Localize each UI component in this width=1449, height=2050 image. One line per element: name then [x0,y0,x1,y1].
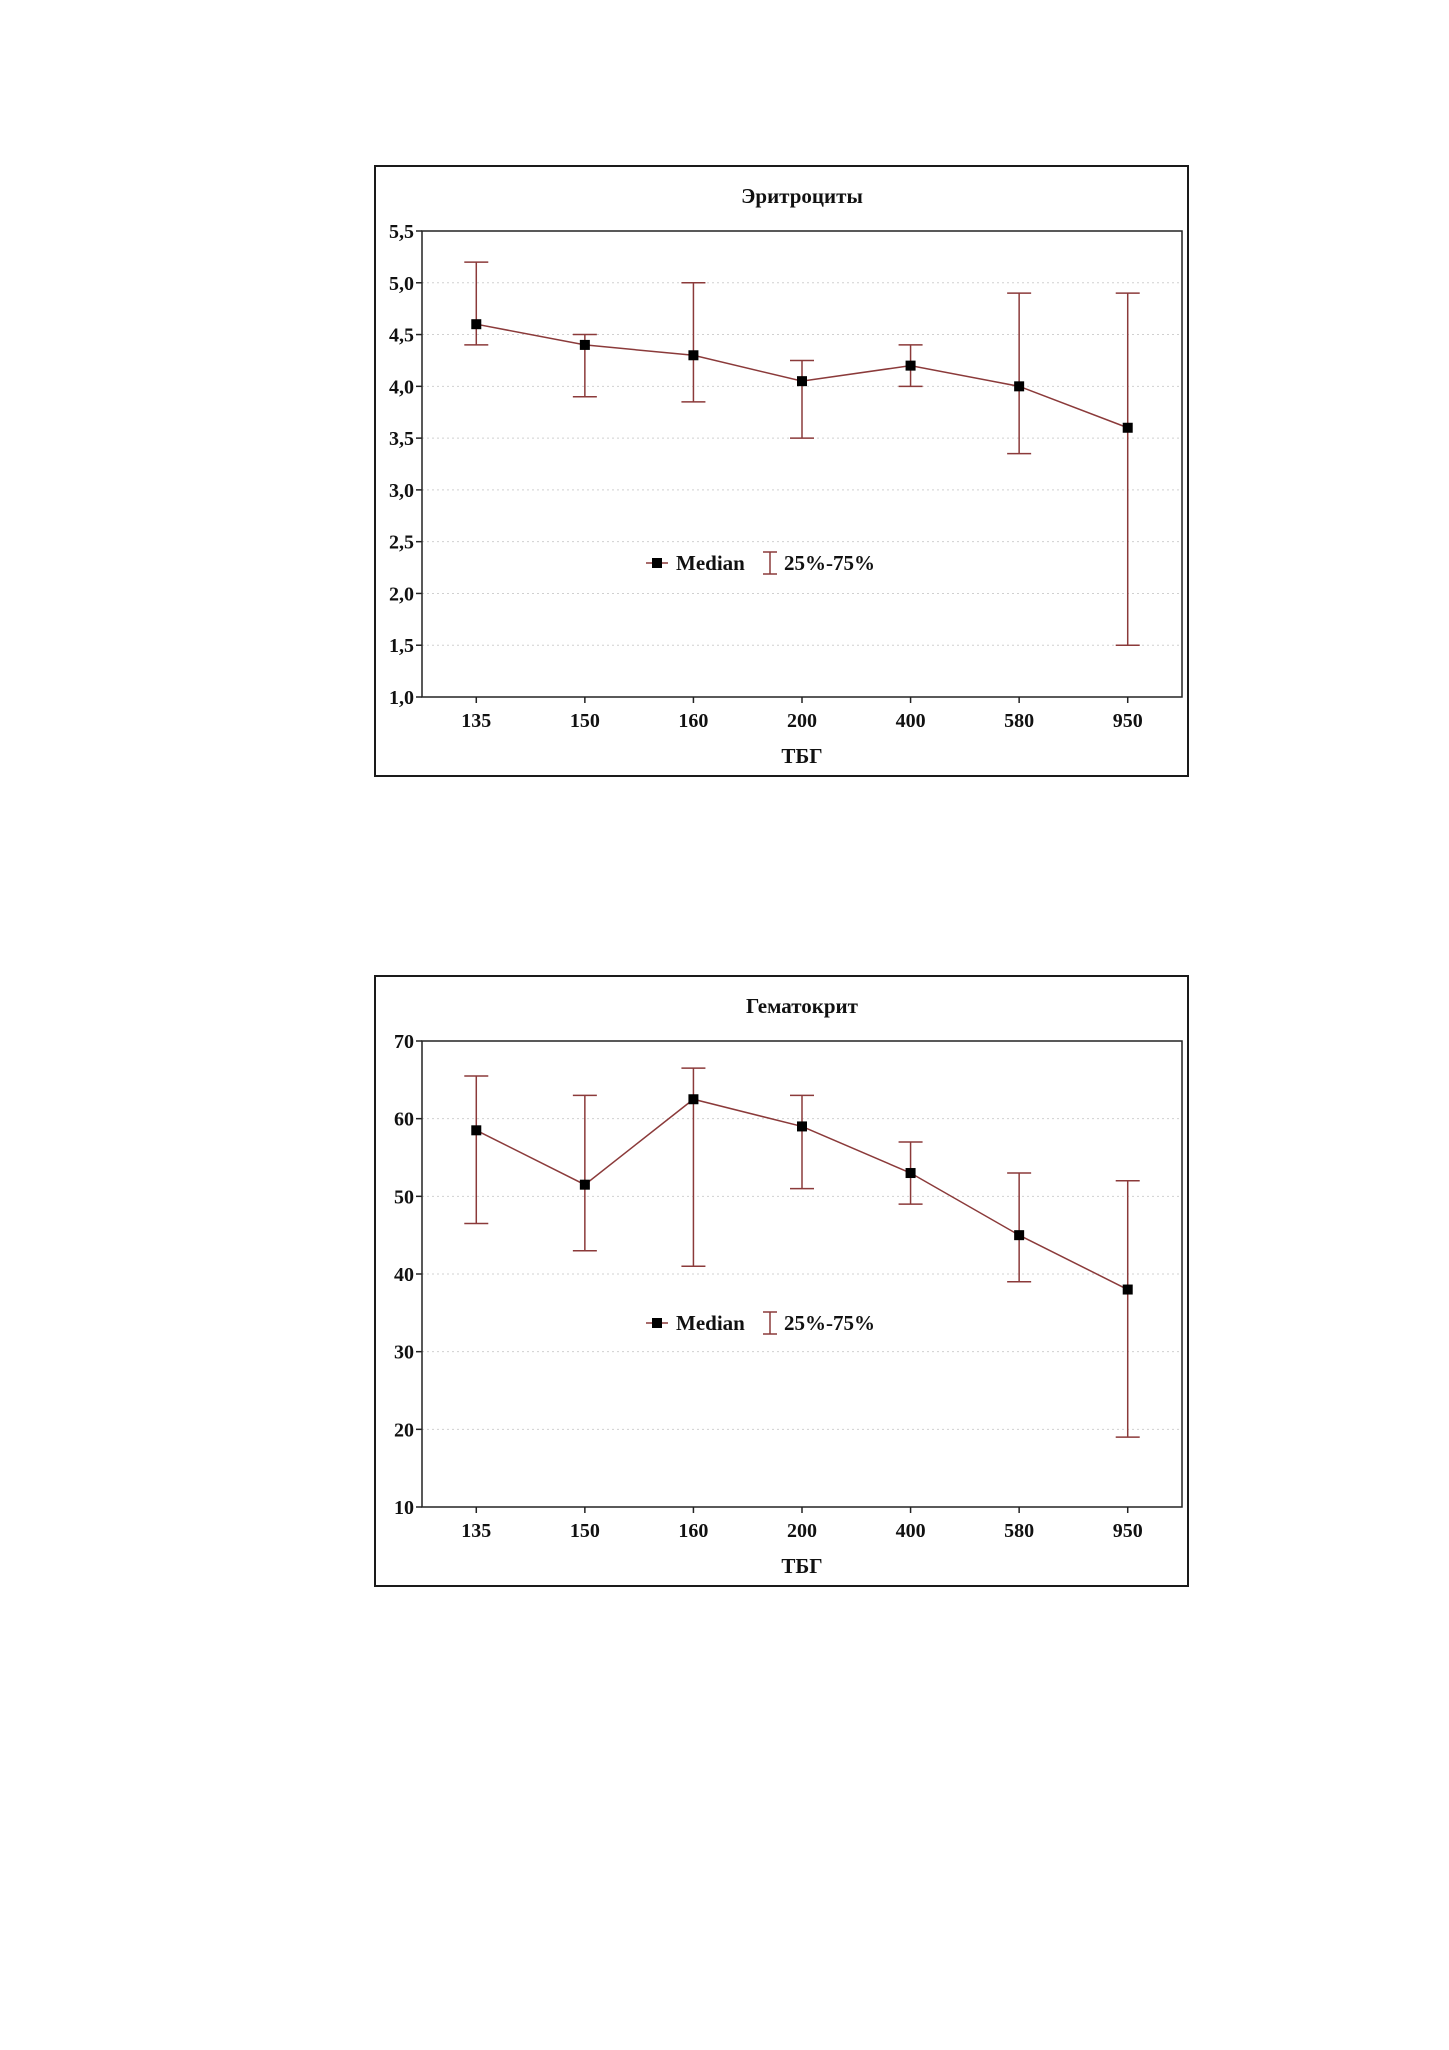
y-tick-label: 1,5 [389,635,414,657]
median-point [1014,381,1025,392]
x-tick-label: 400 [896,1520,926,1542]
legend-median-label: Median [676,551,745,575]
median-point [471,319,482,330]
median-point [579,1179,590,1190]
median-point [1014,1230,1025,1241]
x-tick-label: 135 [461,710,491,732]
median-point [471,1125,482,1136]
median-point [1122,1284,1133,1295]
chart-hematocrit: Гематокрит 10 20 30 40 50 60 70 135 150 160 200 400 5… [374,975,1189,1587]
median-point [797,376,807,387]
x-tick-label: 150 [570,710,600,732]
median-point [1122,422,1133,433]
legend-range-label: 25%-75% [784,1311,875,1335]
y-tick-label: 50 [394,1186,414,1208]
x-tick-label: 950 [1113,1520,1143,1542]
median-point [905,360,916,371]
x-tick-label: 160 [678,710,708,732]
y-tick-label: 60 [394,1109,414,1131]
x-tick-label: 200 [787,710,817,732]
x-tick-label: 580 [1004,710,1034,732]
y-tick-label: 30 [394,1342,414,1364]
legend-median-marker [652,1318,662,1328]
y-tick-label: 70 [394,1031,414,1053]
y-tick-label: 40 [394,1264,414,1286]
x-tick-label: 160 [678,1520,708,1542]
y-tick-label: 4,5 [389,325,414,347]
y-tick-label: 5,0 [389,273,414,295]
y-tick-label: 5,5 [389,221,414,243]
plot-area [421,230,1183,698]
median-point [688,1094,699,1105]
median-point [797,1121,807,1132]
median-point [905,1168,916,1179]
y-tick-label: 10 [394,1497,414,1519]
median-point [688,350,699,361]
y-tick-label: 3,5 [389,428,414,450]
x-axis-label: ТБГ [781,744,822,768]
chart-erythrocytes: Эритроциты 1,0 1,5 2,0 2,5 3,0 3,5 4,0 4,5 5,0 5,5… [374,165,1189,777]
y-tick-label: 2,0 [389,583,414,605]
chart-title: Эритроциты [741,184,863,208]
x-tick-label: 200 [787,1520,817,1542]
y-tick-label: 3,0 [389,480,414,502]
chart-erythrocytes-svg: Эритроциты 1,0 1,5 2,0 2,5 3,0 3,5 4,0 4,5 5,0 5,5… [389,184,1183,768]
y-tick-label: 1,0 [389,687,414,709]
chart-title: Гематокрит [746,994,859,1018]
legend-median-label: Median [676,1311,745,1335]
y-tick-label: 2,5 [389,532,414,554]
median-point [579,339,590,350]
legend-median-marker [652,558,662,568]
x-axis-label: ТБГ [781,1554,822,1578]
x-tick-label: 135 [461,1520,491,1542]
x-tick-label: 150 [570,1520,600,1542]
x-tick-label: 950 [1113,710,1143,732]
x-tick-label: 400 [896,710,926,732]
chart-hematocrit-svg: Гематокрит 10 20 30 40 50 60 70 135 150 160 200 400 5… [394,994,1183,1578]
x-tick-label: 580 [1004,1520,1034,1542]
y-tick-label: 20 [394,1419,414,1441]
legend-range-label: 25%-75% [784,551,875,575]
y-tick-label: 4,0 [389,376,414,398]
